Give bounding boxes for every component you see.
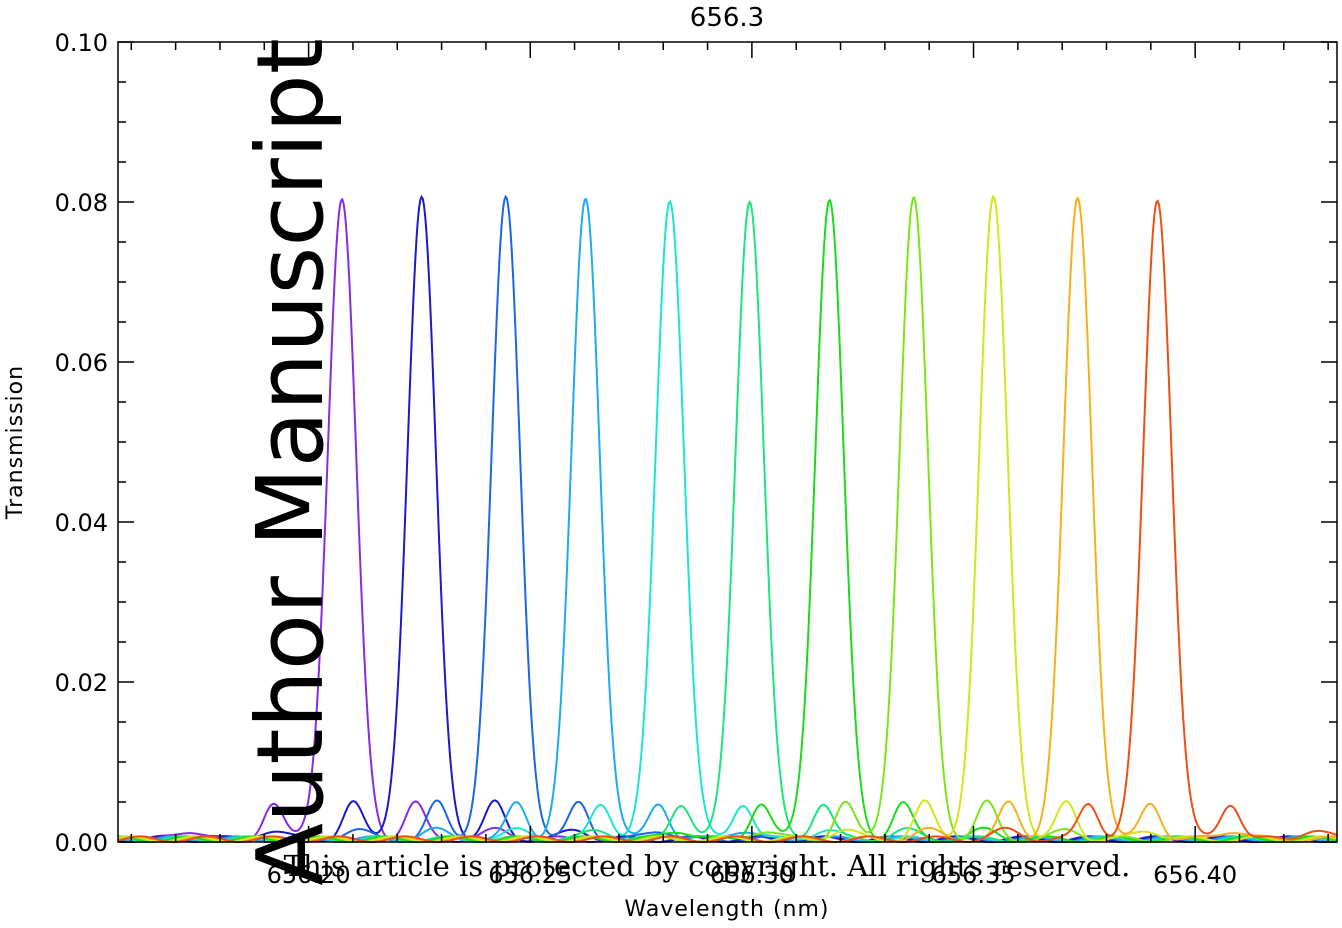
author-manuscript-watermark: Author Manuscript (237, 38, 344, 886)
y-axis-label: Transmission (3, 365, 28, 520)
x-tick-label: 656.30 (710, 861, 794, 889)
y-tick-label: 0.10 (55, 29, 108, 57)
y-tick-label: 0.08 (55, 189, 108, 217)
x-tick-label: 656.25 (488, 861, 572, 889)
x-tick-label: 656.20 (267, 861, 351, 889)
x-tick-labels: 656.20 656.25 656.30 656.35 656.40 (267, 861, 1238, 889)
y-tick-label: 0.04 (55, 509, 108, 537)
copyright-notice: This article is protected by copyright. … (284, 849, 1131, 883)
x-axis-label: Wavelength (nm) (624, 897, 829, 922)
chart-title: 656.3 (690, 3, 764, 33)
y-tick-label: 0.02 (55, 669, 108, 697)
series-line-11 (117, 199, 1338, 844)
x-tick-label: 656.35 (932, 861, 1016, 889)
y-tick-label: 0.06 (55, 349, 108, 377)
y-tick-labels: 0.00 0.02 0.04 0.06 0.08 0.10 (55, 29, 108, 857)
y-tick-label: 0.00 (55, 829, 108, 857)
series-curves (117, 194, 1338, 844)
x-tick-label: 656.40 (1153, 861, 1237, 889)
axis-ticks (118, 41, 1337, 843)
